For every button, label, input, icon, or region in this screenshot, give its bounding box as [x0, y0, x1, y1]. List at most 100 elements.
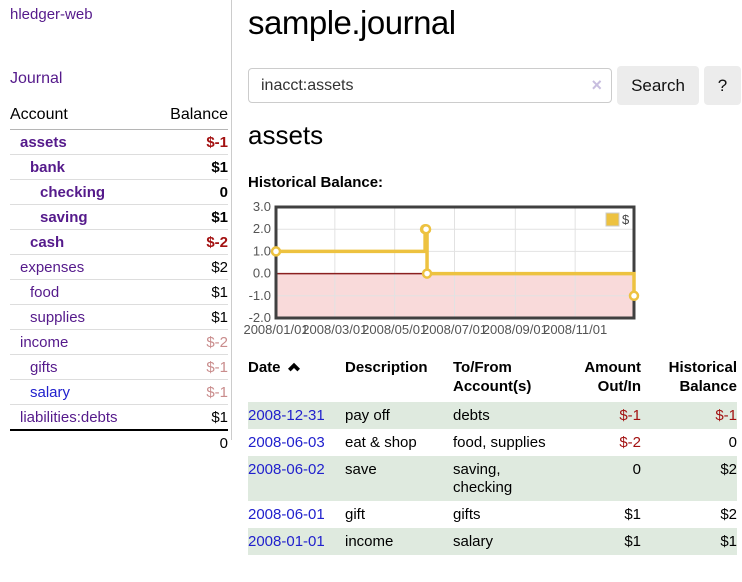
- sidebar-total-balance: 0: [151, 429, 228, 456]
- register-balance-cell: $-1: [715, 407, 737, 424]
- account-link[interactable]: salary: [30, 384, 71, 401]
- account-link[interactable]: income: [20, 334, 69, 351]
- register-amount-cell: $-2: [619, 434, 641, 451]
- register-date-cell: 2008-01-01: [248, 528, 345, 555]
- register-accounts-cell: salary: [453, 533, 494, 550]
- account-row: liabilities:debts $1: [10, 404, 228, 430]
- account-cell: income: [10, 329, 152, 355]
- transaction-date-link[interactable]: 2008-12-31: [248, 407, 325, 424]
- account-link[interactable]: checking: [40, 184, 106, 201]
- account-cell: liabilities:debts: [10, 404, 152, 430]
- x-tick-label: 2008/07/01: [422, 322, 487, 337]
- data-point-marker: [270, 246, 282, 257]
- register-description-cell: pay off: [345, 407, 390, 424]
- account-cell: gifts: [10, 354, 152, 380]
- account-row: expenses $2: [10, 254, 228, 280]
- legend-label: $: [622, 212, 630, 227]
- account-link[interactable]: food: [30, 284, 60, 301]
- account-balance: $1: [151, 204, 228, 230]
- register-col-accounts: To/From Account(s): [453, 359, 532, 395]
- account-link[interactable]: cash: [30, 234, 65, 251]
- account-link[interactable]: expenses: [20, 259, 85, 276]
- search-button[interactable]: Search: [617, 66, 699, 105]
- account-cell: bank: [10, 154, 152, 180]
- account-balance: 0: [151, 179, 228, 205]
- x-tick-label: 2008/05/01: [362, 322, 427, 337]
- account-row: food $1: [10, 279, 228, 305]
- register-balance-cell: $1: [720, 533, 737, 550]
- accounts-table-header: Account Balance: [10, 103, 228, 130]
- account-link[interactable]: liabilities:debts: [20, 409, 118, 426]
- account-row: gifts $-1: [10, 354, 228, 380]
- register-date-cell: 2008-06-01: [248, 501, 345, 528]
- register-balance-cell: $2: [720, 461, 737, 478]
- account-cell: salary: [10, 379, 152, 405]
- register-balance-cell: $2: [720, 506, 737, 523]
- transaction-date-link[interactable]: 2008-06-03: [248, 434, 325, 451]
- register-accounts-cell: gifts: [453, 506, 481, 523]
- help-button[interactable]: ?: [704, 66, 741, 105]
- page-title: sample.journal: [248, 4, 456, 41]
- register-row: 2008-12-31 pay off debts $-1 $-1: [248, 402, 737, 429]
- transaction-date-link[interactable]: 2008-06-01: [248, 506, 325, 523]
- register-row: 2008-01-01 income salary $1 $1: [248, 528, 737, 555]
- account-balance: $-1: [151, 354, 228, 380]
- register-row: 2008-06-03 eat & shop food, supplies $-2 0: [248, 429, 737, 456]
- account-balance: $2: [151, 254, 228, 280]
- account-link[interactable]: bank: [30, 159, 66, 176]
- account-balance: $1: [151, 304, 228, 330]
- register-date-cell: 2008-06-02: [248, 456, 345, 501]
- register-date-cell: 2008-12-31: [248, 402, 345, 429]
- x-tick-label: 2008/01/01: [243, 322, 308, 337]
- account-link[interactable]: supplies: [30, 309, 86, 326]
- account-link[interactable]: assets: [20, 134, 67, 151]
- main-content: sample.journal × Search ? assets Histori…: [243, 0, 742, 582]
- data-point-marker: [420, 223, 432, 235]
- account-row: salary $-1: [10, 379, 228, 405]
- data-point-marker: [628, 290, 640, 302]
- register-col-amount: Amount Out/In: [584, 359, 641, 395]
- y-tick-label: 2.0: [253, 221, 271, 236]
- register-description-cell: income: [345, 533, 394, 550]
- accounts-col-header: Account: [10, 103, 152, 130]
- search-input[interactable]: [248, 68, 612, 103]
- account-balance: $1: [151, 404, 228, 430]
- app-brand-link[interactable]: hledger-web: [10, 6, 93, 23]
- register-accounts-cell: food, supplies: [453, 434, 546, 451]
- register-date-cell: 2008-06-03: [248, 429, 345, 456]
- account-cell: supplies: [10, 304, 152, 330]
- sidebar-total-row: 0: [10, 429, 228, 456]
- x-tick-label: 2008/11/01: [543, 322, 607, 337]
- account-balance: $-2: [151, 329, 228, 355]
- transaction-date-link[interactable]: 2008-06-02: [248, 461, 325, 478]
- account-balance: $-2: [151, 229, 228, 255]
- y-tick-label: -2.0: [249, 310, 271, 325]
- account-link[interactable]: gifts: [30, 359, 58, 376]
- register-col-date[interactable]: Date: [248, 356, 345, 402]
- account-balance: $1: [151, 279, 228, 305]
- account-cell: checking: [10, 179, 152, 205]
- clear-search-icon[interactable]: ×: [591, 75, 602, 95]
- register-header-row: Date Description To/From Account(s) Amou…: [248, 356, 737, 402]
- account-row: assets $-1: [10, 130, 228, 155]
- register-amount-cell: $-1: [619, 407, 641, 424]
- register-amount-cell: $1: [624, 506, 641, 523]
- chart-section-label: Historical Balance:: [248, 174, 384, 191]
- account-page-title: assets: [248, 120, 324, 150]
- historical-balance-chart: $3.0 2.0 1.0 0.0 -1.0 -2.0 2008/01/01 2008/03/0…: [243, 199, 742, 344]
- chevron-up-icon: [287, 362, 300, 372]
- account-cell: expenses: [10, 254, 152, 280]
- account-cell: food: [10, 279, 152, 305]
- register-col-description: Description: [345, 359, 428, 376]
- register-row: 2008-06-01 gift gifts $1 $2: [248, 501, 737, 528]
- y-tick-label: 0.0: [253, 266, 271, 281]
- register-description-cell: gift: [345, 506, 366, 523]
- sidebar-item-journal[interactable]: Journal: [10, 70, 63, 87]
- transaction-date-link[interactable]: 2008-01-01: [248, 533, 325, 550]
- account-link[interactable]: saving: [40, 209, 88, 226]
- register-accounts-cell: saving, checking: [453, 461, 513, 496]
- sidebar-total-spacer: [10, 429, 152, 456]
- account-row: saving $1: [10, 204, 228, 230]
- register-accounts-cell: debts: [453, 407, 490, 424]
- register-table: Date Description To/From Account(s) Amou…: [248, 356, 737, 555]
